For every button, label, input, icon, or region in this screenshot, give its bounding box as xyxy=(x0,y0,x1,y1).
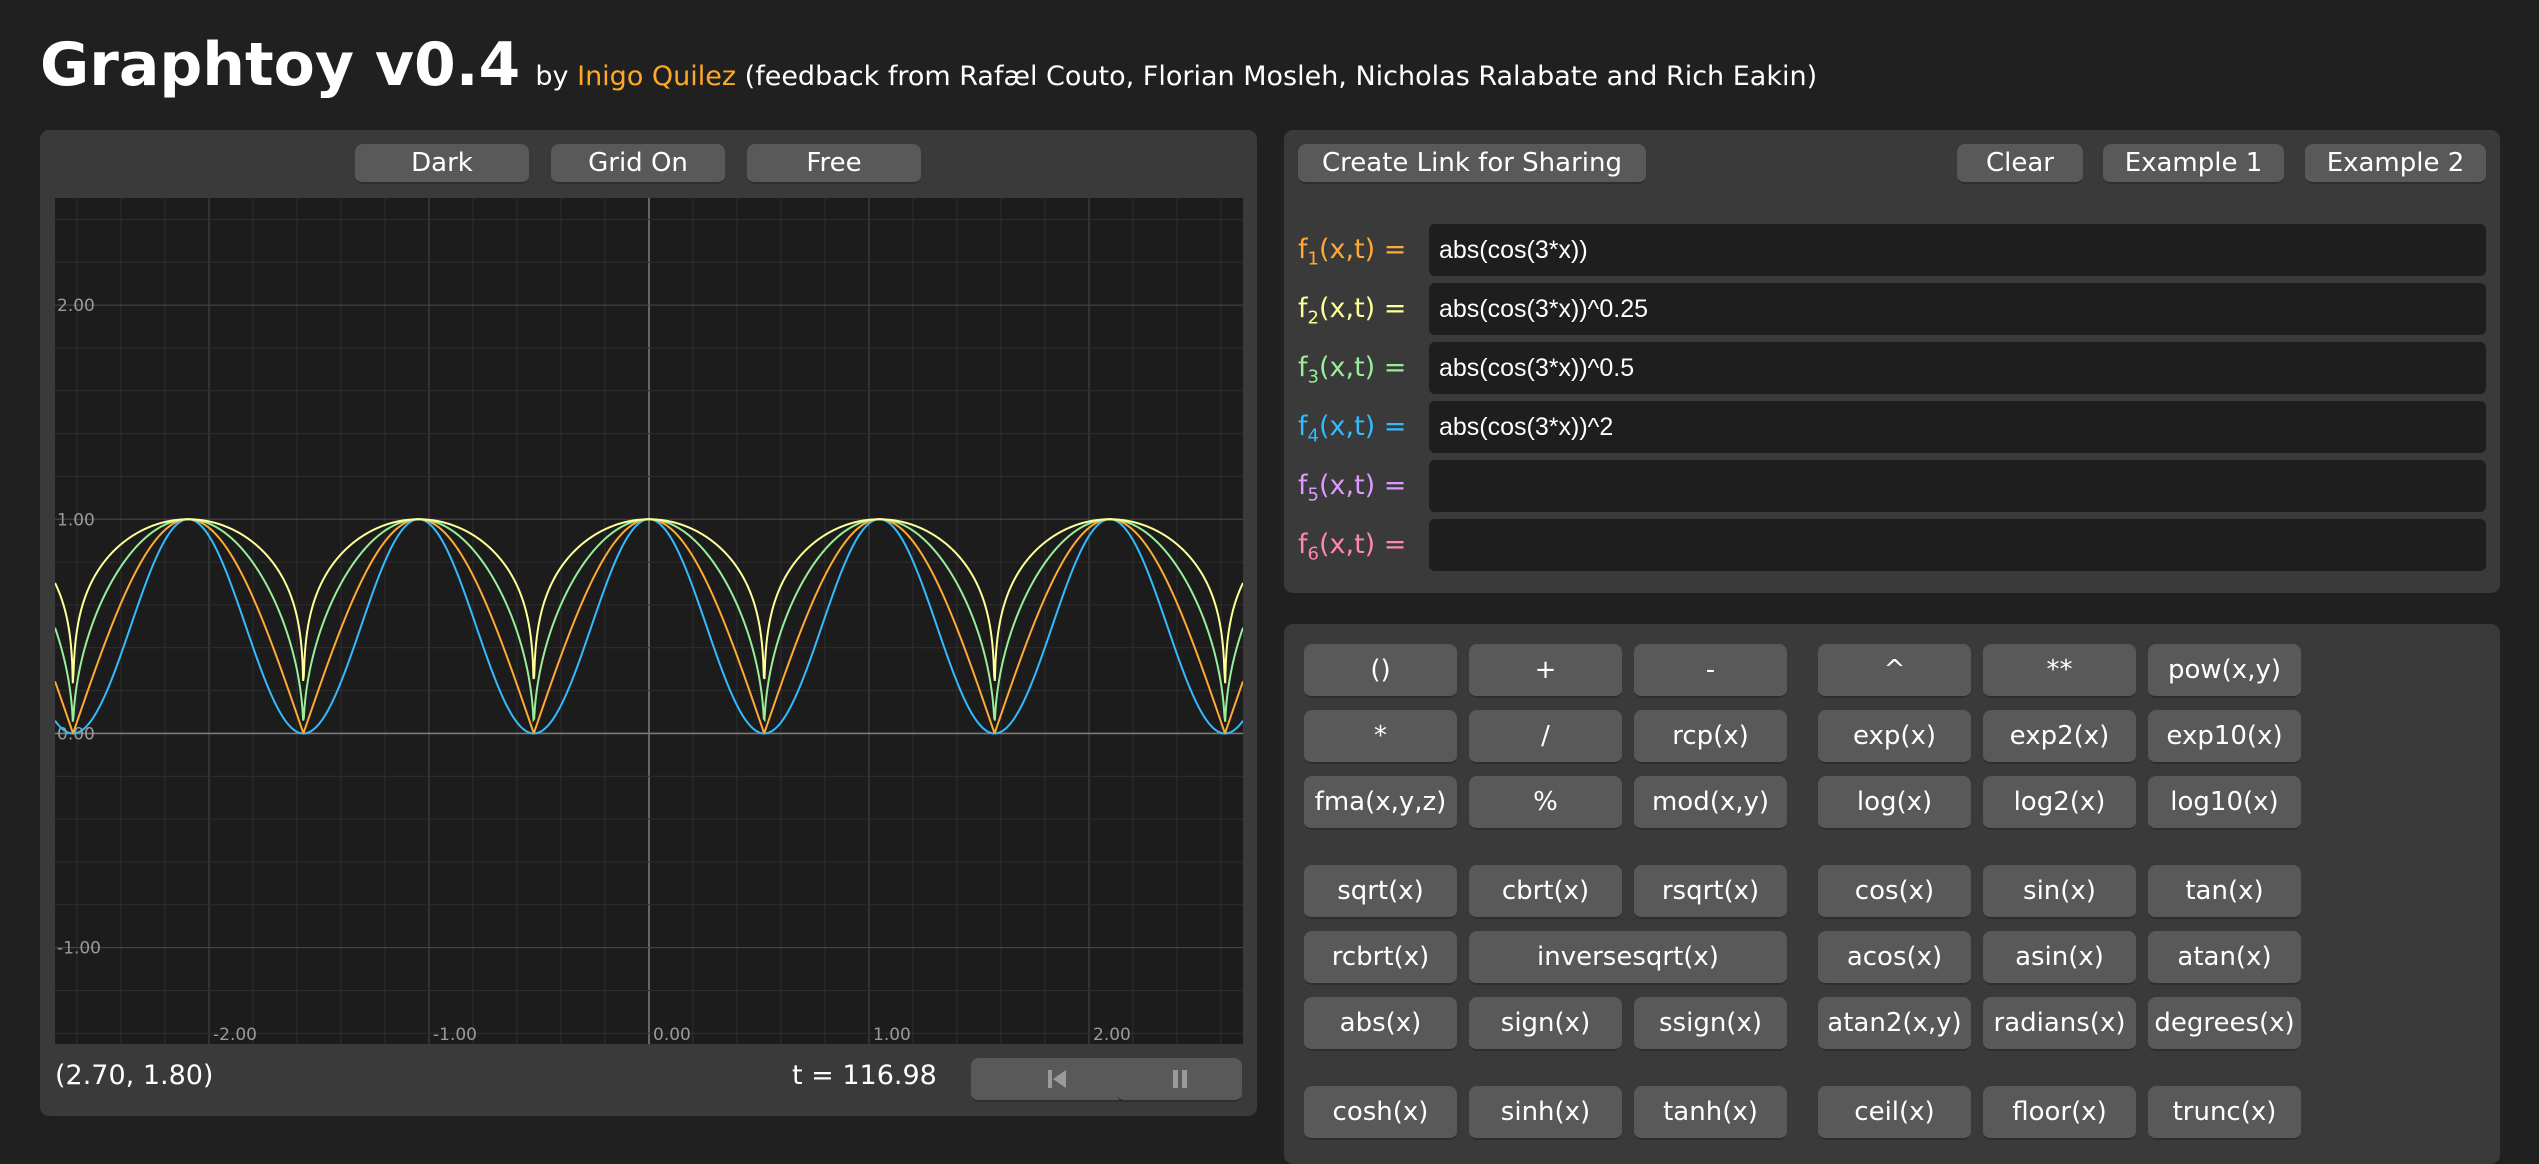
graph-canvas[interactable]: -2.00 -1.00 0.00 1.00 2.00 2.00 1.00 0.00 -1.00 xyxy=(55,198,1243,1044)
clear-button[interactable]: Clear xyxy=(1957,144,2083,184)
formula-label: f6(x,t) = xyxy=(1298,529,1407,565)
y-tick-label: -1.00 xyxy=(57,939,101,959)
example-2-button[interactable]: Example 2 xyxy=(2305,144,2486,184)
key-log2-x-button[interactable]: log2(x) xyxy=(1983,776,2136,830)
key-ssign-x-button[interactable]: ssign(x) xyxy=(1634,997,1787,1051)
time-display: t = 116.98 xyxy=(792,1060,937,1091)
key-cbrt-x-button[interactable]: cbrt(x) xyxy=(1469,865,1622,919)
key-pow-x-y-button[interactable]: pow(x,y) xyxy=(2148,644,2301,698)
key-cos-x-button[interactable]: cos(x) xyxy=(1818,865,1971,919)
formula-row-1: f1(x,t) = xyxy=(1298,224,2486,276)
formula-label: f2(x,t) = xyxy=(1298,293,1407,329)
formula-label: f4(x,t) = xyxy=(1298,411,1407,447)
plot-svg: -2.00 -1.00 0.00 1.00 2.00 2.00 1.00 0.00 -1.00 xyxy=(55,198,1243,1044)
graph-panel: Dark Grid On Free -2.00 -1.00 0.00 1.00 2.00… xyxy=(40,130,1257,1116)
key-mod-x-y-button[interactable]: mod(x,y) xyxy=(1634,776,1787,830)
key-op-button[interactable]: () xyxy=(1304,644,1457,698)
dark-button[interactable]: Dark xyxy=(355,144,529,184)
key-op-button[interactable]: / xyxy=(1469,710,1622,764)
key-degrees-x-button[interactable]: degrees(x) xyxy=(2148,997,2301,1051)
skip-back-icon xyxy=(1047,1070,1066,1088)
create-link-button[interactable]: Create Link for Sharing xyxy=(1298,144,1646,184)
key-rsqrt-x-button[interactable]: rsqrt(x) xyxy=(1634,865,1787,919)
y-tick-label: 2.00 xyxy=(57,296,95,316)
key-op-button[interactable]: % xyxy=(1469,776,1622,830)
by-label: by xyxy=(535,61,569,92)
y-tick-label: 0.00 xyxy=(57,724,95,744)
function-keypad: () + - * / rcp(x) fma(x,y,z)% mod(x,y) sqrt(x) cb… xyxy=(1284,624,2500,1164)
key-op-button[interactable]: * xyxy=(1304,710,1457,764)
formula-label: f1(x,t) = xyxy=(1298,234,1407,270)
formula-row-2: f2(x,t) = xyxy=(1298,283,2486,335)
formula-input-3[interactable] xyxy=(1429,342,2486,394)
formula-row-6: f6(x,t) = xyxy=(1298,519,2486,571)
formula-input-2[interactable] xyxy=(1429,283,2486,335)
formula-row-5: f5(x,t) = xyxy=(1298,460,2486,512)
key-op-button[interactable]: ^ xyxy=(1818,644,1971,698)
key-log10-x-button[interactable]: log10(x) xyxy=(2148,776,2301,830)
key-abs-x-button[interactable]: abs(x) xyxy=(1304,997,1457,1051)
key-asin-x-button[interactable]: asin(x) xyxy=(1983,931,2136,985)
grid-toggle-button[interactable]: Grid On xyxy=(551,144,725,184)
key-inversesqrt-x-button[interactable]: inversesqrt(x) xyxy=(1469,931,1787,985)
cursor-coordinates: (2.70, 1.80) xyxy=(55,1060,214,1091)
key-acos-x-button[interactable]: acos(x) xyxy=(1818,931,1971,985)
free-button[interactable]: Free xyxy=(747,144,921,184)
formula-panel: Create Link for Sharing Clear Example 1 … xyxy=(1284,130,2500,593)
key-sqrt-x-button[interactable]: sqrt(x) xyxy=(1304,865,1457,919)
formula-label: f5(x,t) = xyxy=(1298,470,1407,506)
key-ceil-x-button[interactable]: ceil(x) xyxy=(1818,1086,1971,1140)
credits-text: (feedback from Rafæl Couto, Florian Mosl… xyxy=(744,61,1818,92)
key-op-button[interactable]: + xyxy=(1469,644,1622,698)
key-log-x-button[interactable]: log(x) xyxy=(1818,776,1971,830)
example-1-button[interactable]: Example 1 xyxy=(2103,144,2284,184)
key-exp-x-button[interactable]: exp(x) xyxy=(1818,710,1971,764)
key-sin-x-button[interactable]: sin(x) xyxy=(1983,865,2136,919)
x-tick-label: -2.00 xyxy=(213,1025,257,1044)
key-tan-x-button[interactable]: tan(x) xyxy=(2148,865,2301,919)
formula-input-5[interactable] xyxy=(1429,460,2486,512)
key-tanh-x-button[interactable]: tanh(x) xyxy=(1634,1086,1787,1140)
x-tick-label: 1.00 xyxy=(873,1025,911,1044)
formula-input-4[interactable] xyxy=(1429,401,2486,453)
key-exp2-x-button[interactable]: exp2(x) xyxy=(1983,710,2136,764)
formula-input-1[interactable] xyxy=(1429,224,2486,276)
pause-button[interactable] xyxy=(1117,1058,1242,1102)
formula-row-4: f4(x,t) = xyxy=(1298,401,2486,453)
key-rcp-x-button[interactable]: rcp(x) xyxy=(1634,710,1787,764)
x-tick-label: -1.00 xyxy=(433,1025,477,1044)
formula-label: f3(x,t) = xyxy=(1298,352,1407,388)
page-title: Graphtoy v0.4 xyxy=(40,30,521,100)
key-trunc-x-button[interactable]: trunc(x) xyxy=(2148,1086,2301,1140)
key-sinh-x-button[interactable]: sinh(x) xyxy=(1469,1086,1622,1140)
x-tick-label: 2.00 xyxy=(1093,1025,1131,1044)
key-floor-x-button[interactable]: floor(x) xyxy=(1983,1086,2136,1140)
formula-row-3: f3(x,t) = xyxy=(1298,342,2486,394)
key-radians-x-button[interactable]: radians(x) xyxy=(1983,997,2136,1051)
formula-input-6[interactable] xyxy=(1429,519,2486,571)
page-header: Graphtoy v0.4 by Inigo Quilez (feedback … xyxy=(40,30,1817,110)
key-op-button[interactable]: - xyxy=(1634,644,1787,698)
key-atan-x-button[interactable]: atan(x) xyxy=(2148,931,2301,985)
author-link[interactable]: Inigo Quilez xyxy=(577,61,737,92)
key-rcbrt-x-button[interactable]: rcbrt(x) xyxy=(1304,931,1457,985)
series-f2-line xyxy=(55,518,1243,684)
key-sign-x-button[interactable]: sign(x) xyxy=(1469,997,1622,1051)
key-op-button[interactable]: ** xyxy=(1983,644,2136,698)
x-tick-label: 0.00 xyxy=(653,1025,691,1044)
rewind-button[interactable] xyxy=(971,1058,1142,1102)
y-tick-label: 1.00 xyxy=(57,510,95,530)
key-exp10-x-button[interactable]: exp10(x) xyxy=(2148,710,2301,764)
key-cosh-x-button[interactable]: cosh(x) xyxy=(1304,1086,1457,1140)
key-atan2-x-y-button[interactable]: atan2(x,y) xyxy=(1818,997,1971,1051)
key-fma-x-y-z-button[interactable]: fma(x,y,z) xyxy=(1304,776,1457,830)
pause-icon xyxy=(1172,1070,1187,1088)
byline: by Inigo Quilez (feedback from Rafæl Cou… xyxy=(535,61,1817,92)
